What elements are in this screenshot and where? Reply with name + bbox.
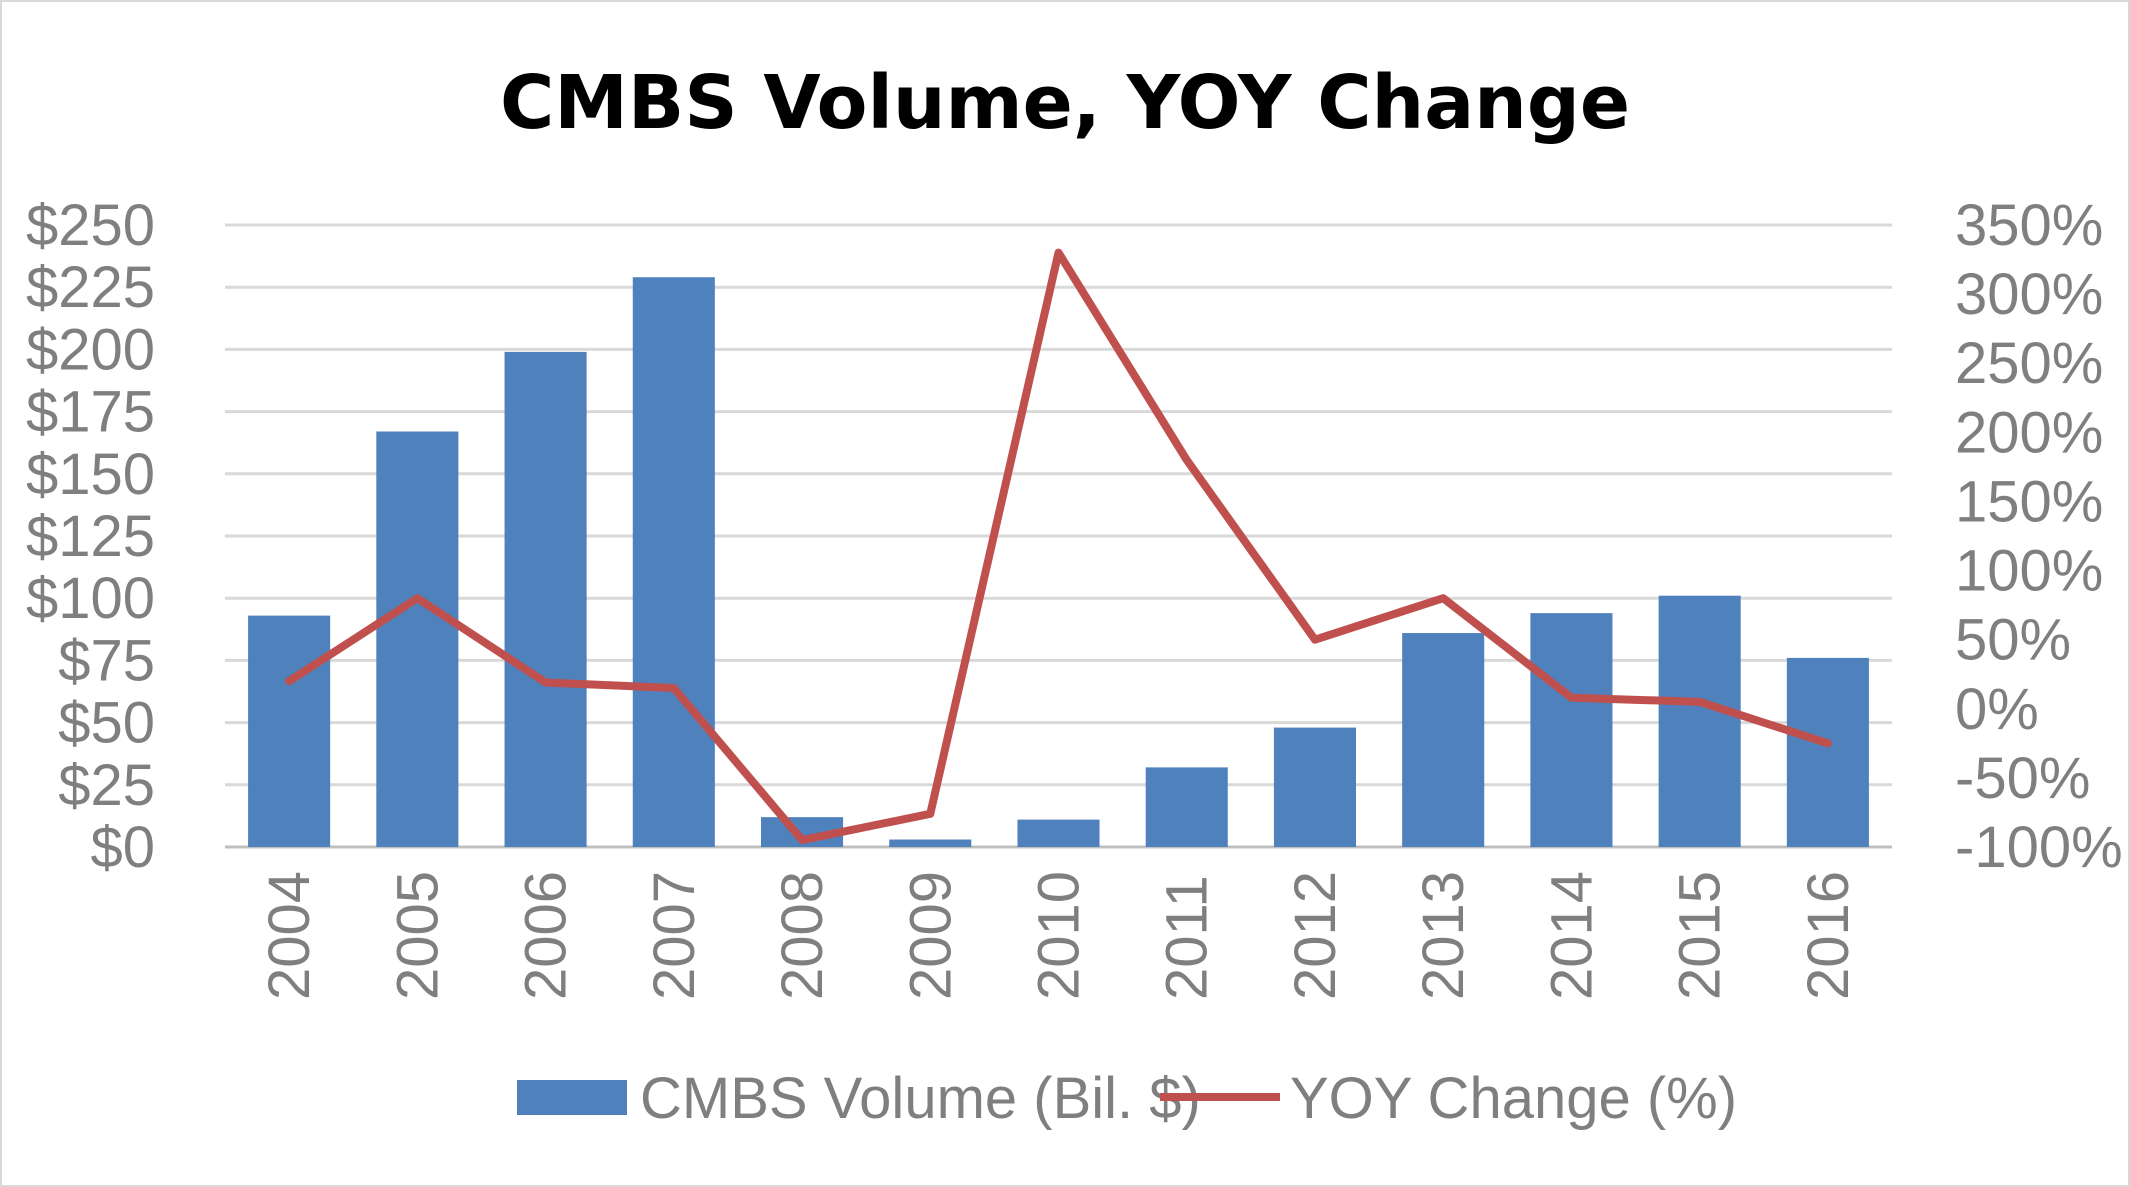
x-tick-label: 2007 [642,871,707,1000]
right-tick-label: 300% [1955,262,2103,327]
x-tick-label: 2012 [1283,871,1348,1000]
left-tick-label: $25 [58,753,155,818]
x-axis-labels: 2004 2005 2006 2007 2008 2009 2010 2011 2012 2013… [257,871,1861,1000]
right-axis-labels: -100%-50%0%50%100%150%200%250%300%350% [1955,193,2123,880]
x-tick-label: 2009 [898,871,963,1000]
bar-series [248,277,1869,847]
left-tick-label: $100 [26,566,155,631]
left-tick-label: $50 [58,691,155,756]
x-tick-label: 2014 [1539,871,1604,1000]
left-tick-label: $0 [90,815,155,880]
bar [1273,727,1356,847]
legend: CMBS Volume (Bil. $) YOY Change (%) [517,1066,1737,1131]
right-tick-label: -100% [1955,815,2123,880]
right-tick-label: 100% [1955,539,2103,604]
legend-bar-label: CMBS Volume (Bil. $) [640,1066,1201,1131]
left-axis-labels: $0$25$50$75$100$125$150$175$200$225$250 [26,193,155,880]
x-tick-label: 2004 [257,871,322,1000]
bar [1530,613,1613,847]
right-tick-label: 150% [1955,469,2103,534]
right-tick-label: -50% [1955,746,2090,811]
bar [248,615,331,847]
legend-line-label: YOY Change (%) [1290,1066,1737,1131]
left-tick-label: $150 [26,442,155,507]
x-tick-label: 2006 [514,871,579,1000]
bar [1658,595,1741,847]
right-tick-label: 350% [1955,193,2103,258]
x-tick-label: 2013 [1411,871,1476,1000]
bar [889,839,972,847]
left-tick-label: $225 [26,255,155,320]
yoy-line [285,248,1832,845]
legend-bar-swatch [517,1080,627,1115]
x-tick-label: 2005 [385,871,450,1000]
bar [376,431,459,847]
bar [1145,767,1228,847]
right-tick-label: 50% [1955,608,2071,673]
right-tick-label: 200% [1955,400,2103,465]
x-tick-label: 2016 [1796,871,1861,1000]
line-series [285,248,1832,845]
bar [632,277,715,847]
bar [1017,819,1100,847]
right-tick-label: 250% [1955,331,2103,396]
left-tick-label: $75 [58,628,155,693]
bar [1402,633,1485,847]
left-tick-label: $125 [26,504,155,569]
x-tick-label: 2011 [1155,875,1220,1000]
bar [1786,657,1869,847]
x-tick-label: 2015 [1668,871,1733,1000]
left-tick-label: $250 [26,193,155,258]
left-tick-label: $175 [26,380,155,445]
gridlines [225,223,1892,849]
x-tick-label: 2008 [770,871,835,1000]
chart-title: CMBS Volume, YOY Change [500,60,1630,146]
left-tick-label: $200 [26,317,155,382]
right-tick-label: 0% [1955,677,2039,742]
bar [504,351,587,847]
x-tick-label: 2010 [1027,871,1092,1000]
